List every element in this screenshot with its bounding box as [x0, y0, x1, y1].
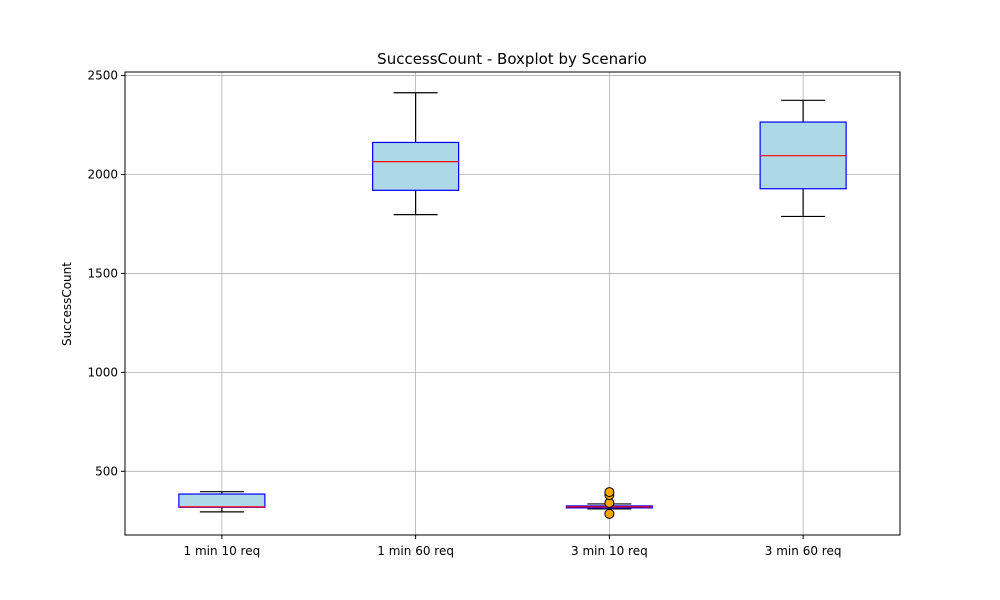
- axis-ticks: 500 1000 1500 2000 2500 1 min 10 req 1 min 60 …: [87, 69, 841, 558]
- y-tick-label-0: 500: [95, 464, 118, 478]
- box-0: [178, 493, 266, 508]
- plot-frame: [124, 71, 901, 536]
- box-group-0: [178, 491, 266, 513]
- box-group-2: [565, 487, 653, 519]
- y-tick-label-3: 2000: [87, 167, 118, 181]
- y-axis-label: SuccessCount: [60, 262, 74, 346]
- outlier-2-3: [604, 487, 615, 498]
- chart-title: SuccessCount - Boxplot by Scenario: [377, 50, 647, 68]
- y-tick-label-4: 2500: [87, 69, 118, 83]
- outlier-2-0: [604, 508, 615, 519]
- box-1: [372, 141, 460, 191]
- box-group-1: [372, 92, 460, 216]
- x-tick-label-2: 3 min 10 req: [571, 544, 648, 558]
- y-tick-label-2: 1500: [87, 266, 118, 280]
- x-tick-label-1: 1 min 60 req: [377, 544, 454, 558]
- x-tick-label-3: 3 min 60 req: [765, 544, 842, 558]
- x-tick-label-0: 1 min 10 req: [184, 544, 261, 558]
- y-tick-label-1: 1000: [87, 365, 118, 379]
- box-elements: [178, 92, 847, 519]
- box-group-3: [759, 99, 847, 218]
- grid-lines: [125, 72, 900, 535]
